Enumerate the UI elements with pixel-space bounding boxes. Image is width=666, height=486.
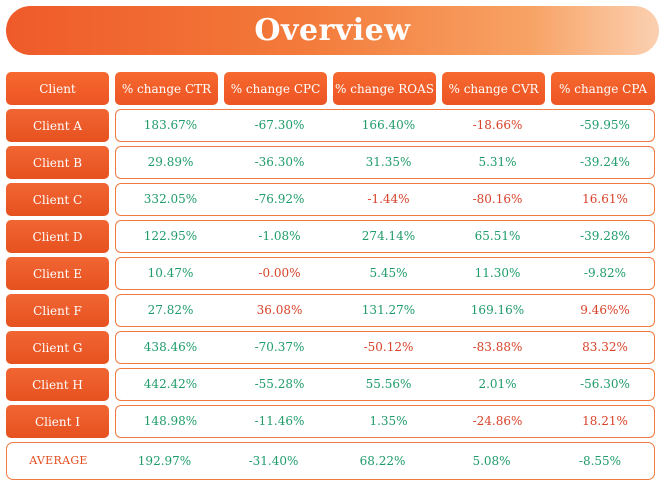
table-cell: -39.28% bbox=[580, 229, 630, 243]
client-label[interactable]: Client D bbox=[6, 220, 109, 253]
table-cell: 36.08% bbox=[256, 303, 303, 317]
overview-table: Client% change CTR% change CPC% change R… bbox=[6, 72, 659, 480]
table-cell: 83.32% bbox=[582, 340, 628, 354]
client-label[interactable]: Client F bbox=[6, 294, 109, 327]
table-row: 122.95% -1.08% 274.14% 65.51% -39.28% bbox=[115, 220, 655, 253]
table-cell: -67.30% bbox=[254, 118, 305, 132]
column-header--change-ctr[interactable]: % change CTR bbox=[115, 72, 218, 105]
table-cell: 166.40% bbox=[361, 118, 416, 132]
table-row: 332.05% -76.92% -1.44% -80.16% 16.61% bbox=[115, 183, 655, 216]
table-row: 438.46% -70.37% -50.12% -83.88% 83.32% bbox=[115, 331, 655, 364]
average-label: AVERAGE bbox=[29, 454, 88, 467]
table-cell: -24.86% bbox=[472, 414, 523, 428]
table-cell: 55.56% bbox=[365, 377, 412, 391]
table-cell: 11.30% bbox=[474, 266, 521, 280]
client-label[interactable]: Client A bbox=[6, 109, 109, 142]
column-header--change-roas[interactable]: % change ROAS bbox=[333, 72, 436, 105]
client-label[interactable]: Client I bbox=[6, 405, 109, 438]
table-cell: 332.05% bbox=[143, 192, 198, 206]
table-cell: -83.88% bbox=[472, 340, 523, 354]
table-cell: 9.46%% bbox=[580, 303, 630, 317]
table-row: 442.42% -55.28% 55.56% 2.01% -56.30% bbox=[115, 368, 655, 401]
table-cell: 27.82% bbox=[147, 303, 194, 317]
table-cell: -80.16% bbox=[472, 192, 523, 206]
page-title: Overview bbox=[254, 13, 411, 48]
client-label[interactable]: Client H bbox=[6, 368, 109, 401]
table-cell: -36.30% bbox=[254, 155, 305, 169]
table-cell: 18.21% bbox=[582, 414, 628, 428]
table-row: 27.82% 36.08% 131.27% 169.16% 9.46%% bbox=[115, 294, 655, 327]
table-cell: -59.95% bbox=[580, 118, 630, 132]
table-row: 29.89% -36.30% 31.35% 5.31% -39.24% bbox=[115, 146, 655, 179]
table-cell: 1.35% bbox=[369, 414, 408, 428]
table-cell: -1.44% bbox=[367, 192, 410, 206]
table-cell: -18.66% bbox=[472, 118, 523, 132]
title-banner: Overview bbox=[6, 6, 659, 55]
average-row: AVERAGE 192.97% -31.40% 68.22% 5.08% -8.55% bbox=[6, 442, 655, 480]
client-label[interactable]: Client E bbox=[6, 257, 109, 290]
average-cell: 192.97% bbox=[137, 453, 192, 468]
table-row: 10.47% -0.00% 5.45% 11.30% -9.82% bbox=[115, 257, 655, 290]
table-cell: 2.01% bbox=[478, 377, 517, 391]
table-cell: 29.89% bbox=[147, 155, 194, 169]
table-cell: -39.24% bbox=[580, 155, 630, 169]
column-header--change-cpc[interactable]: % change CPC bbox=[224, 72, 327, 105]
table-cell: 148.98% bbox=[143, 414, 198, 428]
table-row: 183.67% -67.30% 166.40% -18.66% -59.95% bbox=[115, 109, 655, 142]
table-cell: -50.12% bbox=[363, 340, 414, 354]
table-cell: 65.51% bbox=[474, 229, 521, 243]
table-cell: -76.92% bbox=[254, 192, 305, 206]
table-cell: -70.37% bbox=[254, 340, 305, 354]
client-label[interactable]: Client C bbox=[6, 183, 109, 216]
table-cell: 442.42% bbox=[143, 377, 198, 391]
table-cell: 5.31% bbox=[478, 155, 517, 169]
average-cell: 5.08% bbox=[472, 453, 511, 468]
table-cell: 122.95% bbox=[143, 229, 198, 243]
average-cell: 68.22% bbox=[359, 453, 406, 468]
table-cell: 131.27% bbox=[361, 303, 416, 317]
table-cell: 438.46% bbox=[143, 340, 198, 354]
table-cell: -1.08% bbox=[258, 229, 301, 243]
table-cell: -9.82% bbox=[583, 266, 627, 280]
table-cell: -55.28% bbox=[254, 377, 305, 391]
table-cell: 16.61% bbox=[582, 192, 628, 206]
table-cell: -56.30% bbox=[580, 377, 630, 391]
client-label[interactable]: Client B bbox=[6, 146, 109, 179]
average-cell: -31.40% bbox=[248, 453, 299, 468]
column-header--change-cpa[interactable]: % change CPA bbox=[551, 72, 655, 105]
table-cell: 183.67% bbox=[143, 118, 198, 132]
table-cell: -0.00% bbox=[258, 266, 301, 280]
table-cell: 10.47% bbox=[147, 266, 194, 280]
table-row: 148.98% -11.46% 1.35% -24.86% 18.21% bbox=[115, 405, 655, 438]
average-cell: -8.55% bbox=[578, 453, 622, 468]
column-header--change-cvr[interactable]: % change CVR bbox=[442, 72, 545, 105]
table-cell: 5.45% bbox=[369, 266, 408, 280]
table-cell: 274.14% bbox=[361, 229, 416, 243]
table-cell: -11.46% bbox=[254, 414, 305, 428]
client-label[interactable]: Client G bbox=[6, 331, 109, 364]
column-header-client[interactable]: Client bbox=[6, 72, 109, 105]
table-cell: 31.35% bbox=[365, 155, 412, 169]
table-cell: 169.16% bbox=[470, 303, 525, 317]
